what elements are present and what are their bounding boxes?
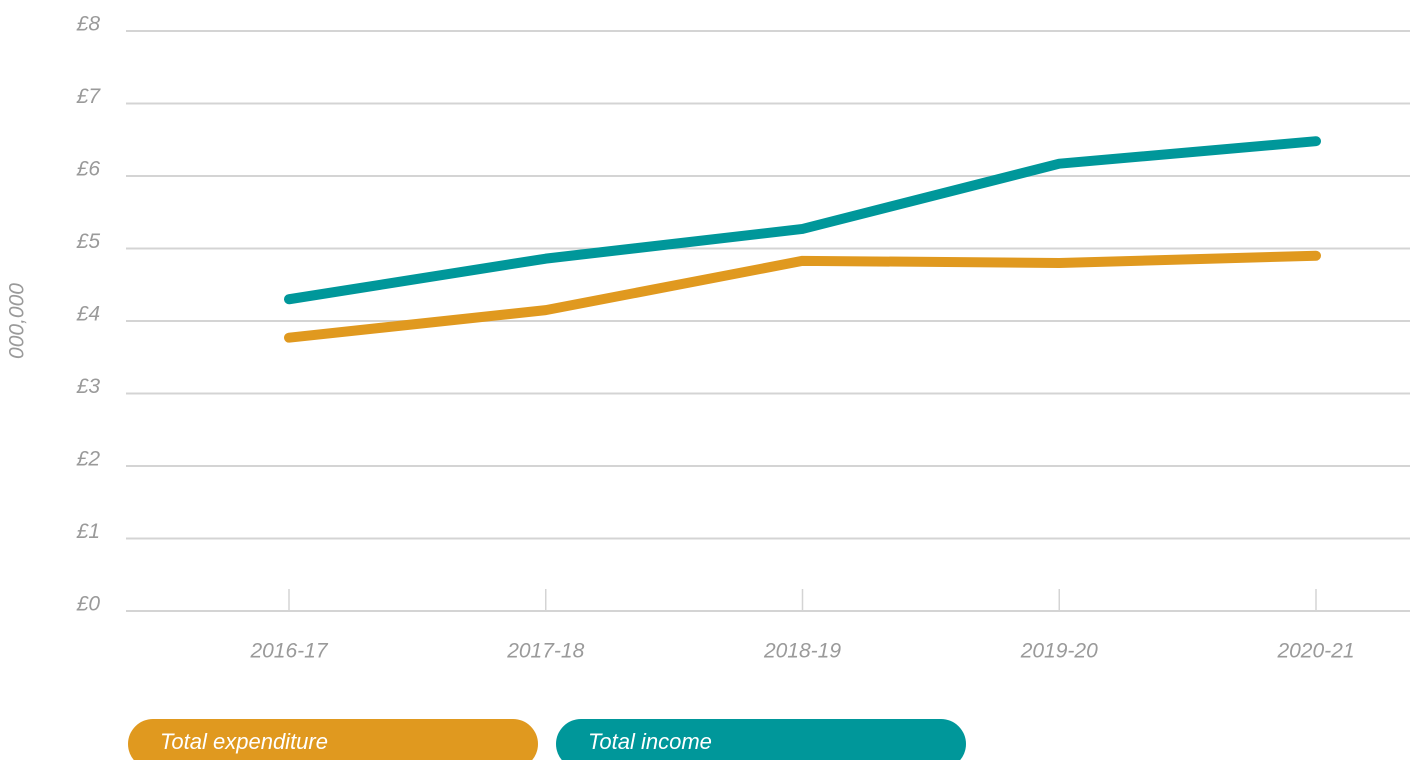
y-tick-label: £6: [76, 158, 101, 181]
x-tick-label: 2016-17: [249, 640, 328, 663]
legend-label: Total expenditure: [160, 729, 328, 754]
y-tick-label: £4: [76, 303, 100, 326]
line: [284, 250, 1321, 343]
legend-swatch: [556, 719, 966, 760]
y-tick-label: £0: [76, 593, 101, 616]
y-tick-label: £1: [76, 520, 100, 543]
x-tick-label: 2020-21: [1276, 640, 1354, 663]
legend-label: Total income: [588, 729, 712, 754]
y-tick-label: £7: [76, 85, 102, 108]
x-tick-label: 2017-18: [506, 640, 584, 663]
y-tick-label: £5: [76, 230, 101, 253]
legend-swatch: [128, 719, 538, 760]
y-tick-label: £8: [76, 13, 101, 36]
y-tick-label: £3: [76, 375, 101, 398]
y-tick-label: £2: [76, 448, 101, 471]
line: [284, 136, 1321, 305]
x-tick-label: 2019-20: [1020, 640, 1098, 663]
y-axis-label: 000,000: [6, 283, 29, 359]
x-tick-label: 2018-19: [763, 640, 841, 663]
